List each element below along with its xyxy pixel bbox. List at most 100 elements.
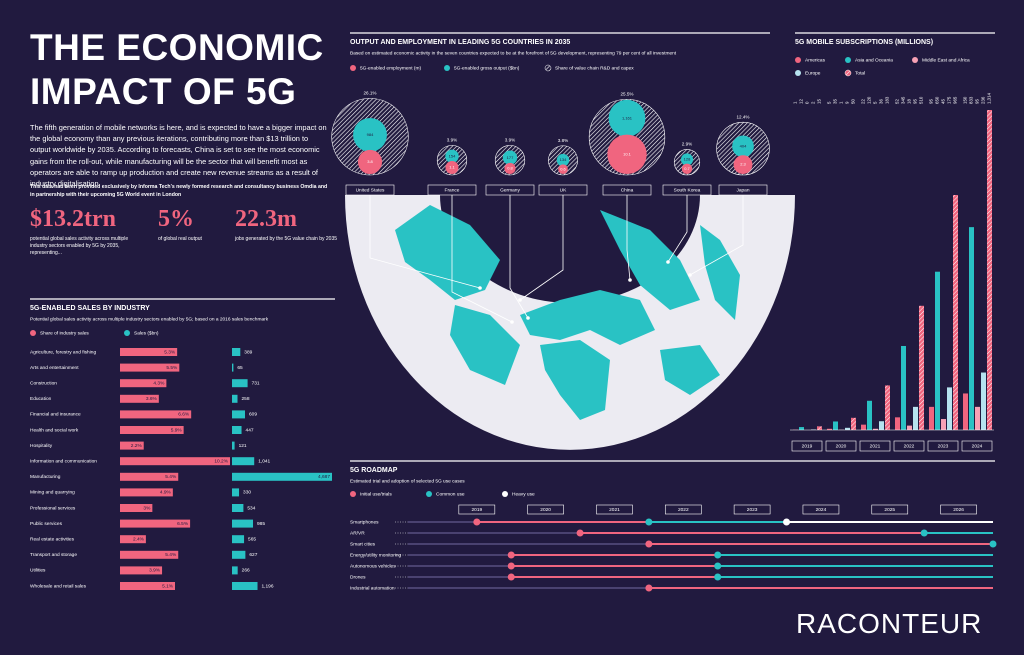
value-label: 95 [929, 99, 934, 104]
country-label: UK [560, 187, 567, 193]
value-label: 1,161 [622, 115, 633, 120]
sales-bar [232, 550, 246, 559]
share-bar [120, 348, 178, 356]
year-box [596, 504, 633, 515]
subscription-bar [867, 400, 872, 430]
stage-dot [576, 529, 584, 537]
share-bar [120, 488, 173, 497]
year-box [927, 440, 959, 452]
stat: 5% of global real output [158, 206, 263, 243]
subscription-bar [879, 421, 884, 430]
country-connector [451, 195, 513, 323]
year-box [940, 504, 977, 515]
year-box [825, 440, 857, 452]
map-land [660, 345, 720, 395]
country-box [718, 184, 768, 196]
value-label: 4.3% [153, 380, 165, 386]
value-label: 3.9% [447, 138, 457, 143]
legend-label: Share of industry sales [40, 330, 89, 336]
value-label: 389 [244, 349, 252, 355]
value-label: 1 [793, 101, 798, 104]
use-case-label: Energy/utility monitoring [350, 552, 402, 558]
year-label: 2019 [802, 443, 813, 449]
value-label: 1,041 [258, 458, 270, 464]
value-label: 12 [799, 99, 804, 104]
value-label: 175 [947, 96, 952, 104]
value-label: 6.5% [177, 521, 189, 527]
year-label: 2024 [972, 443, 983, 449]
stage-dot [507, 551, 515, 559]
share-bar [120, 457, 230, 466]
output-bubble [353, 117, 387, 152]
share-bar [120, 519, 191, 528]
subscription-bar [935, 271, 940, 430]
year-label: 2021 [609, 507, 620, 513]
category-label: Health and social work [30, 427, 79, 433]
category-label: Mining and quarrying [30, 490, 75, 496]
value-label: 534 [247, 505, 255, 511]
value-label: 3.6% [146, 396, 158, 402]
share-bar [120, 472, 179, 481]
category-label: Professional services [30, 505, 76, 511]
country-dot [510, 320, 514, 324]
value-label: 266 [242, 568, 250, 574]
legend-swatch [350, 65, 356, 71]
employment-bubble [558, 164, 568, 174]
year-box [802, 504, 840, 515]
legend-label: Middle East and Africa [922, 57, 970, 63]
legend-swatch [124, 330, 130, 336]
output-bubble [680, 153, 694, 166]
map-land [540, 340, 610, 420]
legend-label: Initial use/trials [360, 491, 392, 497]
value-label: 5.3% [164, 349, 176, 355]
employment-bubble [681, 163, 693, 175]
value-label: 177 [507, 155, 514, 160]
source-note: This data had been provided exclusively … [30, 184, 328, 198]
country-connector [626, 195, 631, 281]
stage-dot [989, 540, 997, 548]
section-subtitle: Estimated trial and adoption of selected… [350, 478, 465, 484]
section-title: 5G ROADMAP [350, 467, 398, 474]
country-box [662, 184, 712, 196]
year-box [527, 504, 564, 515]
year-label: 2020 [540, 507, 551, 513]
legend-swatch [502, 491, 508, 497]
stage-dot [507, 562, 515, 570]
value-label: 3.8% [558, 138, 568, 143]
subscription-bar [963, 393, 968, 430]
value-label: 65 [237, 365, 243, 371]
value-label: 330 [243, 490, 251, 496]
sales-bar [232, 410, 245, 419]
use-case-label: Smart cities [350, 541, 376, 547]
value-label: 150 [963, 96, 968, 104]
sales-bar [232, 504, 244, 512]
section-title: OUTPUT AND EMPLOYMENT IN LEADING 5G COUN… [350, 39, 570, 46]
year-label: 2020 [836, 443, 847, 449]
legend-swatch [30, 330, 36, 336]
employment-bubble [445, 160, 459, 175]
country-label: France [445, 187, 460, 193]
year-box [791, 440, 823, 452]
output-bubble [502, 150, 518, 165]
year-box [961, 440, 993, 452]
country-dot [628, 278, 632, 282]
value-label: 36 [879, 99, 884, 104]
year-label: 2021 [870, 443, 881, 449]
stage-dot [473, 518, 481, 526]
value-label: 5.5% [166, 365, 178, 371]
country-label: United States [356, 187, 385, 193]
stat-label: jobs generated by the 5G value chain by … [235, 236, 338, 242]
legend-label: Sales ($bn) [134, 330, 159, 336]
share-bar [120, 582, 175, 590]
value-label: 258 [242, 396, 250, 402]
value-label: 5.4% [165, 474, 177, 480]
map-land [395, 205, 500, 300]
subscription-bar [861, 424, 866, 430]
country-box [602, 184, 652, 196]
legend-label: Asia and Oceania [855, 57, 893, 63]
country-box [485, 184, 535, 196]
value-label: 25.5% [620, 91, 633, 96]
subscription-bar [901, 345, 906, 430]
